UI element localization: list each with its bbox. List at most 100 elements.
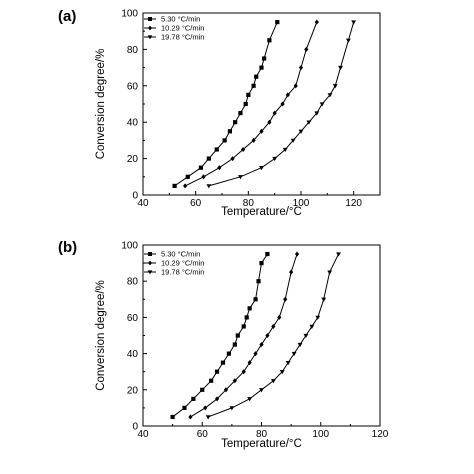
data-point [243, 101, 248, 107]
data-point [291, 351, 297, 357]
data-point [259, 261, 264, 266]
series-line [174, 21, 278, 187]
data-point [251, 137, 256, 143]
y-tick-label: 0 [132, 422, 138, 433]
data-point [256, 279, 261, 284]
data-point [241, 369, 246, 375]
data-point [297, 342, 303, 348]
panel-label: (a) [58, 8, 76, 25]
data-point [327, 93, 333, 98]
data-point [270, 379, 276, 384]
chart-panel-b: (b) 40 60 80 100 120 0 20 40 60 80 100 Temperature/°… [58, 239, 389, 450]
data-point [238, 111, 243, 116]
data-point [262, 56, 267, 61]
data-point [206, 184, 212, 189]
series-square [170, 251, 270, 420]
y-tick-label: 100 [121, 9, 138, 20]
data-point [265, 251, 270, 257]
legend-marker [148, 260, 152, 266]
data-point [232, 378, 237, 384]
data-point [298, 129, 304, 134]
y-tick-label: 80 [127, 277, 139, 288]
x-tick-label: 40 [137, 429, 149, 440]
data-point [259, 166, 264, 171]
data-point [238, 175, 243, 180]
legend-label: 5.30 °C/min [161, 15, 200, 24]
data-point [240, 146, 246, 153]
x-tick-label: 60 [197, 429, 209, 440]
y-tick-label: 20 [127, 385, 139, 396]
data-point [319, 102, 325, 107]
data-point [275, 20, 280, 25]
data-point [267, 38, 272, 43]
data-point [259, 388, 264, 393]
data-point [229, 406, 235, 411]
data-point [183, 183, 188, 189]
data-point [321, 297, 327, 302]
y-tick-label: 20 [127, 154, 139, 165]
legend-marker [148, 252, 152, 256]
data-point [247, 360, 252, 366]
data-point [285, 92, 290, 98]
data-point [351, 20, 357, 25]
x-tick-label: 60 [190, 198, 202, 209]
data-point [241, 324, 246, 329]
chart-panel-a: (a)40 60 80 100 120020406080100Temperature/°… [58, 8, 381, 218]
data-point [280, 101, 285, 107]
data-point [220, 360, 226, 365]
data-point [283, 296, 288, 302]
y-axis-label: Conversion degree/% [95, 280, 107, 391]
data-point [251, 83, 256, 88]
data-point [336, 252, 341, 257]
y-tick-label: 80 [127, 45, 139, 56]
data-point [235, 333, 240, 338]
data-point [314, 19, 319, 25]
data-point [272, 110, 277, 116]
data-point [294, 251, 300, 257]
legend-label: 10.29 °C/min [161, 24, 204, 33]
data-point [205, 415, 211, 420]
y-tick-label: 40 [127, 349, 139, 360]
series-triangle-down [206, 20, 357, 189]
data-point [214, 369, 220, 374]
legend-marker [148, 17, 152, 21]
data-point [203, 405, 208, 411]
data-point [182, 405, 187, 410]
series-diamond [183, 19, 319, 189]
series-line [190, 253, 298, 418]
data-point [214, 396, 220, 402]
series-diamond [188, 251, 300, 420]
y-tick-label: 100 [121, 241, 138, 252]
x-tick-label: 100 [312, 429, 329, 440]
data-point [206, 156, 211, 161]
x-tick-label: 80 [243, 198, 255, 209]
data-point [327, 270, 333, 275]
data-point [259, 128, 264, 134]
data-point [226, 351, 232, 356]
data-point [214, 147, 219, 152]
y-tick-label: 0 [132, 191, 138, 202]
data-point [298, 65, 304, 71]
legend-label: 19.78 °C/min [161, 33, 204, 42]
data-point [282, 147, 288, 153]
data-point [227, 129, 232, 134]
y-axis-label: Conversion degree/% [95, 49, 107, 160]
data-point [315, 315, 321, 320]
x-tick-label: 120 [345, 198, 362, 209]
data-point [209, 378, 214, 383]
x-tick-label: 120 [372, 429, 389, 440]
legend-label: 5.30 °C/min [161, 250, 200, 259]
data-point [267, 119, 272, 125]
data-point [246, 92, 251, 97]
data-point [345, 38, 351, 43]
data-point [201, 174, 206, 180]
data-point [304, 46, 309, 52]
data-point [253, 351, 258, 357]
legend-label: 10.29 °C/min [161, 259, 204, 268]
data-point [230, 156, 235, 162]
data-point [314, 111, 320, 116]
data-point [191, 396, 196, 401]
data-point [332, 84, 338, 89]
data-point [200, 387, 205, 392]
y-tick-label: 60 [127, 81, 139, 92]
